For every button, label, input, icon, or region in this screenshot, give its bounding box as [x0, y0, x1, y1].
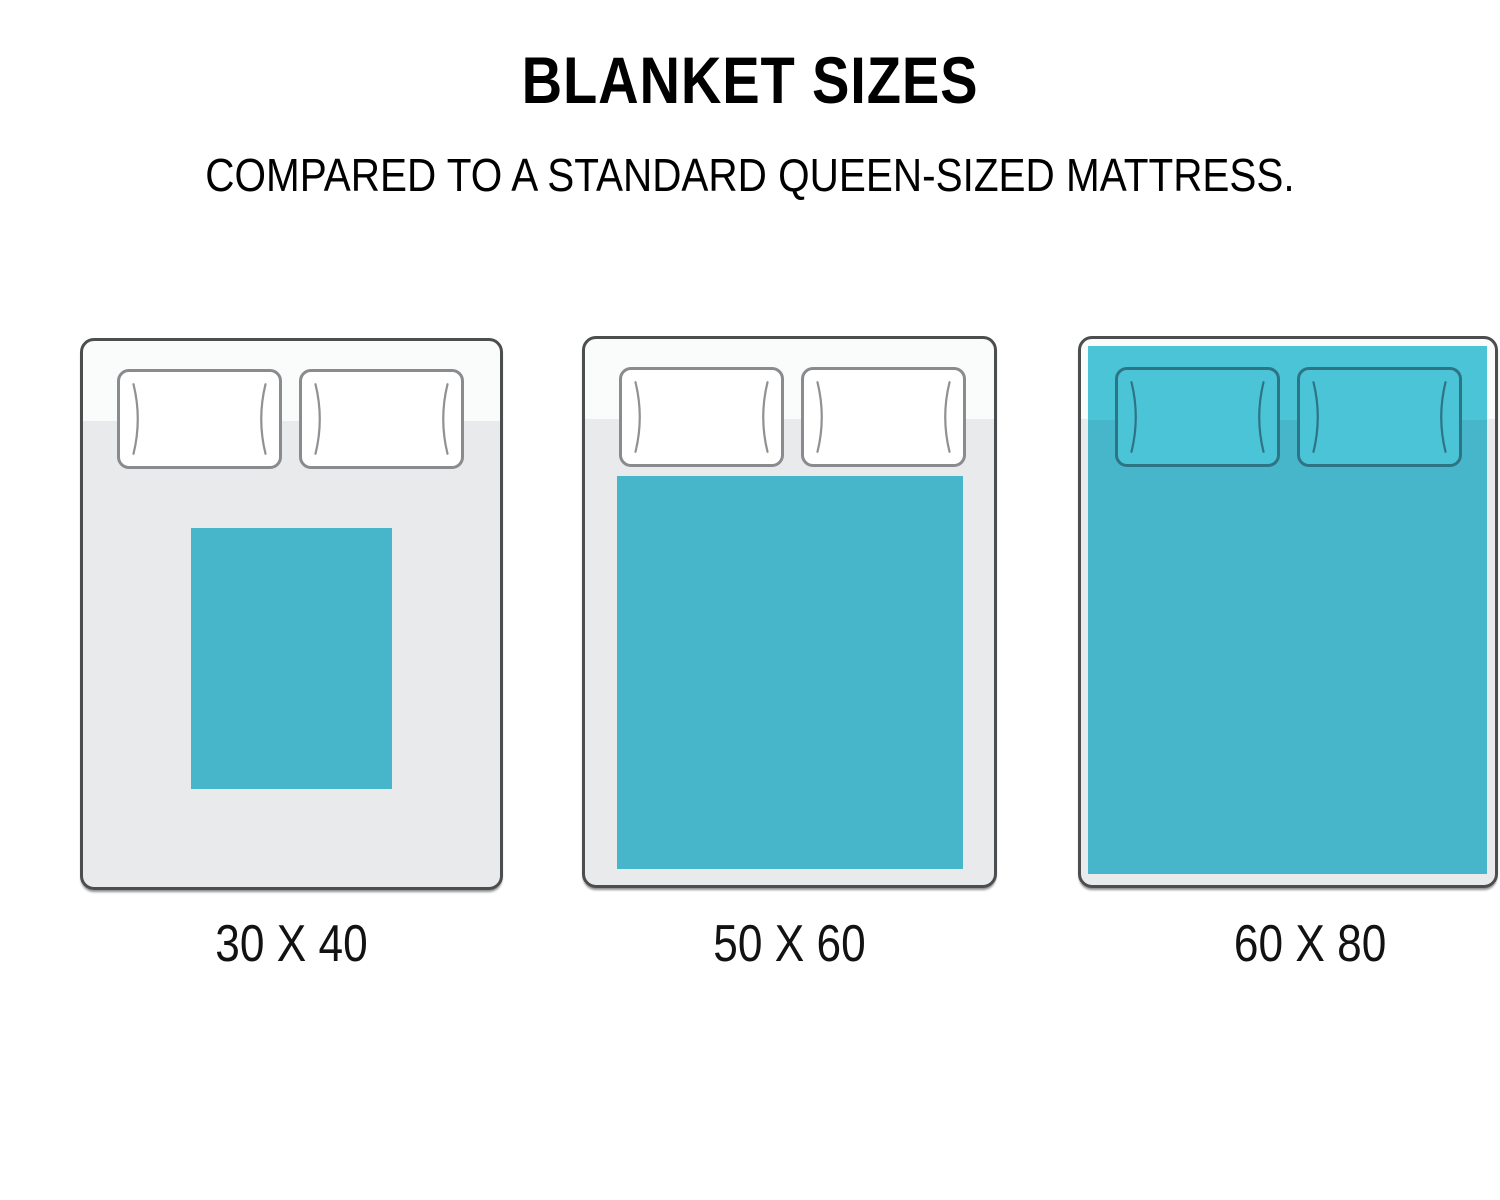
pillow-right	[801, 367, 966, 467]
bed-figure-50x60: 50 X 60	[582, 336, 997, 972]
pillow-left	[619, 367, 784, 467]
bed-figure-60x80: 60 X 80	[1078, 336, 1498, 972]
blanket-30x40	[191, 528, 392, 789]
pillow-crease-icon	[314, 383, 449, 455]
bed-figure-30x40: 30 X 40	[80, 338, 503, 972]
queen-mattress	[1078, 336, 1498, 888]
pillow-crease-icon	[132, 383, 267, 455]
queen-mattress	[80, 338, 503, 890]
pillow-left-covered	[1115, 367, 1280, 467]
pillow-crease-icon	[1130, 381, 1265, 453]
page-title: BLANKET SIZES	[521, 43, 979, 117]
pillow-crease-icon	[634, 381, 769, 453]
queen-mattress	[582, 336, 997, 888]
pillow-crease-icon	[1312, 381, 1447, 453]
bed-label: 50 X 60	[713, 915, 866, 973]
blanket-50x60	[617, 476, 963, 869]
pillow-right	[299, 369, 464, 469]
pillow-right-covered	[1297, 367, 1462, 467]
pillow-crease-icon	[816, 381, 951, 453]
page-subtitle: COMPARED TO A STANDARD QUEEN-SIZED MATTR…	[205, 149, 1295, 201]
bed-label: 60 X 80	[1233, 915, 1387, 973]
bed-label: 30 X 40	[215, 915, 368, 973]
pillow-left	[117, 369, 282, 469]
